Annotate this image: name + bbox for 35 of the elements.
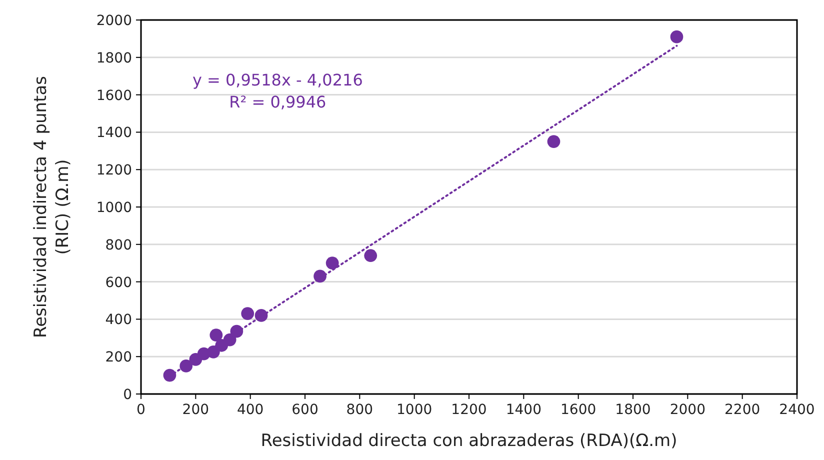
x-tick-label: 2200 xyxy=(724,402,760,418)
x-tick-label: 600 xyxy=(292,402,318,418)
x-tick-label: 400 xyxy=(236,402,264,418)
y-tick-label: 1400 xyxy=(96,125,132,142)
point xyxy=(326,256,339,270)
x-tick-label: 2000 xyxy=(670,402,706,418)
y-axis-title: Resistividad indirecta 4 puntas (RIC) (Ω.m) xyxy=(31,76,73,338)
x-tick-label: 800 xyxy=(346,402,374,418)
x-tick-label: 1600 xyxy=(560,402,596,418)
point xyxy=(163,368,176,382)
point xyxy=(547,135,560,148)
point xyxy=(210,328,223,342)
x-tick-label: 1000 xyxy=(396,402,432,418)
x-tick-label: 2400 xyxy=(779,402,815,418)
y-tick-label: 600 xyxy=(105,274,132,291)
y-tick-label: 0 xyxy=(123,387,132,403)
y-tick-label: 1000 xyxy=(96,200,132,216)
annotation: R² = 0,9946 xyxy=(229,92,326,112)
x-tick-label: 200 xyxy=(182,402,210,418)
point xyxy=(670,30,684,44)
point xyxy=(364,249,378,262)
y-tick-label: 400 xyxy=(105,312,132,328)
y-tick-label: 1600 xyxy=(96,88,132,104)
y-tick-label: 800 xyxy=(105,237,132,254)
y-tick-label: 1800 xyxy=(96,50,132,66)
point xyxy=(241,307,254,320)
x-tick-label: 0 xyxy=(136,402,146,418)
x-tick-label: 1800 xyxy=(615,402,651,418)
y-tick-label: 200 xyxy=(105,350,132,366)
x-axis-title: Resistividad directa con abrazaderas (RDA)(Ω.m) xyxy=(260,431,678,451)
x-tick-label: 1400 xyxy=(506,402,542,418)
annotation: y = 0,9518x - 4,0216 xyxy=(192,70,363,90)
x-tick-label: 1200 xyxy=(451,402,487,418)
y-tick-label: 1200 xyxy=(96,162,132,179)
y-tick-label: 2000 xyxy=(96,13,132,29)
